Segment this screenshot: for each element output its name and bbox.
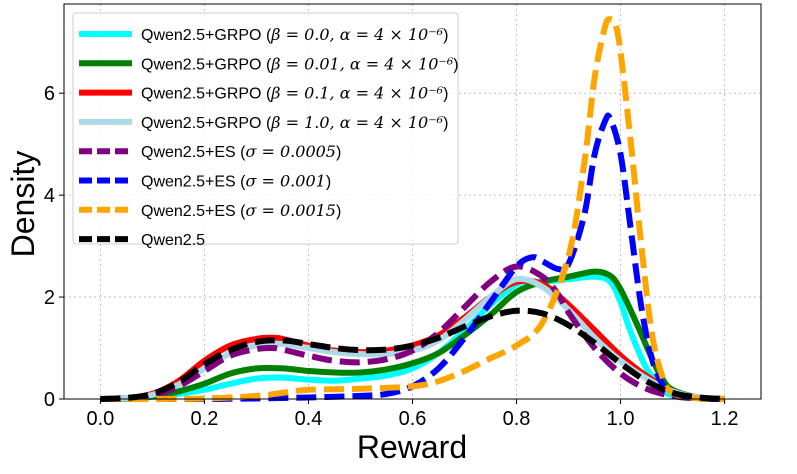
x-tick-label: 0.8 (503, 408, 531, 430)
y-tick-label: 6 (44, 83, 55, 105)
series-line-7 (100, 307, 725, 402)
x-tick-label: 0.6 (399, 408, 427, 430)
legend-label-6: Qwen2.5+ES (σ = 0.0015) (141, 201, 341, 220)
legend-label-2: Qwen2.5+GRPO (β = 0.1, α = 4 × 10⁻⁶) (141, 84, 448, 103)
legend-label-5: Qwen2.5+ES (σ = 0.001) (141, 172, 331, 191)
series-line-6 (100, 16, 725, 402)
x-tick-label: 1.0 (607, 408, 635, 430)
series-line-1 (100, 268, 725, 402)
series-lines (100, 16, 725, 402)
x-axis-label: Reward (357, 429, 467, 465)
legend: Qwen2.5+GRPO (β = 0.0, α = 4 × 10⁻⁶) Qwen… (72, 12, 459, 249)
y-tick-label: 2 (44, 287, 55, 309)
series-line-0 (100, 273, 725, 402)
legend-label-0: Qwen2.5+GRPO (β = 0.0, α = 4 × 10⁻⁶) (141, 25, 448, 44)
legend-label-3: Qwen2.5+GRPO (β = 1.0, α = 4 × 10⁻⁶) (141, 113, 448, 132)
series-line-5 (100, 112, 725, 402)
x-tick-label: 1.2 (711, 408, 739, 430)
y-tick-label: 0 (44, 389, 55, 411)
y-axis-label: Density (5, 151, 41, 258)
legend-items: Qwen2.5+GRPO (β = 0.0, α = 4 × 10⁻⁶) Qwen… (79, 25, 459, 249)
series-line-4 (100, 263, 725, 402)
x-axis-ticks: 0.0 0.2 0.4 0.6 0.8 1.0 1.2 (87, 399, 739, 430)
legend-box (72, 12, 459, 245)
y-axis-ticks: 0 2 4 6 (44, 83, 64, 411)
legend-label-4: Qwen2.5+ES (σ = 0.0005) (141, 142, 341, 161)
x-tick-label: 0.0 (87, 408, 115, 430)
legend-label-1: Qwen2.5+GRPO (β = 0.01, α = 4 × 10⁻⁶) (141, 54, 459, 73)
x-tick-label: 0.2 (191, 408, 219, 430)
legend-label-7: Qwen2.5 (141, 232, 205, 249)
y-tick-label: 4 (44, 185, 55, 207)
x-tick-label: 0.4 (295, 408, 323, 430)
